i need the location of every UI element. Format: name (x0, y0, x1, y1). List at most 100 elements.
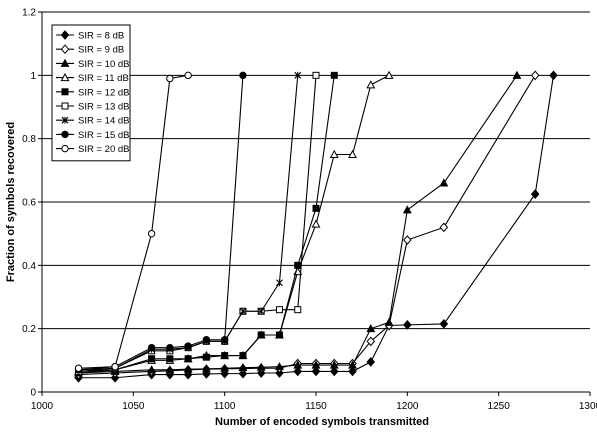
y-tick-label-4: 0.8 (22, 134, 36, 145)
data-point-s8-3 (166, 74, 174, 83)
data-point-s2-6 (220, 363, 230, 372)
data-point-s0-18 (530, 189, 540, 199)
data-point-s2-12 (329, 360, 339, 369)
data-point-s3-13 (348, 149, 357, 158)
data-point-s2-9 (275, 362, 284, 371)
y-axis-title: Fraction of symbols recovered (5, 122, 17, 282)
legend-item-8: SIR = 20 dB (56, 144, 130, 155)
legend-marker-3 (60, 72, 70, 82)
data-point-s0-10 (293, 366, 302, 377)
x-tick-label-0: 1000 (31, 401, 54, 412)
data-point-s6-10 (294, 71, 302, 79)
y-tick-label-5: 1 (30, 71, 36, 82)
x-tick-label-4: 1200 (396, 401, 419, 412)
legend-item-2: SIR = 10 dB (56, 58, 130, 70)
data-point-s1-14 (366, 336, 376, 347)
data-point-s2-10 (293, 360, 303, 369)
data-point-s4-11 (312, 204, 320, 212)
data-point-s2-15 (384, 317, 394, 326)
x-tick-label-2: 1100 (214, 401, 236, 412)
y-tick-label-3: 0.6 (22, 198, 36, 209)
legend-marker-8 (61, 144, 69, 153)
data-point-s1-18 (530, 70, 540, 81)
legend-marker-2 (60, 58, 70, 67)
data-point-s2-5 (201, 364, 211, 373)
legend-label-4: SIR = 12 dB (78, 87, 130, 98)
series-1 (74, 70, 540, 380)
data-point-s7-7 (239, 71, 247, 80)
data-point-s6-7 (239, 307, 247, 315)
data-point-s3-14 (366, 80, 376, 89)
legend-label-3: SIR = 11 dB (78, 73, 129, 84)
x-tick-label-1: 1050 (122, 401, 145, 412)
data-point-s5-11 (312, 71, 320, 79)
data-point-s6-9 (276, 279, 283, 287)
data-point-s4-6 (221, 352, 229, 360)
legend-item-0: SIR = 8 dB (56, 30, 124, 42)
y-tick-label-2: 0.4 (22, 261, 36, 272)
data-point-s3-11 (311, 219, 321, 228)
legend-label-8: SIR = 20 dB (78, 144, 130, 155)
data-point-s3-12 (329, 149, 339, 158)
data-point-s5-9 (275, 306, 283, 314)
data-point-s4-7 (239, 352, 247, 360)
data-point-s1-16 (403, 235, 412, 245)
data-point-s5-10 (294, 306, 302, 314)
data-point-s2-13 (348, 360, 357, 369)
y-tick-label-0: 0 (30, 388, 36, 399)
legend-marker-7 (61, 130, 69, 139)
data-point-s8-4 (184, 71, 192, 80)
legend-label-0: SIR = 8 dB (78, 31, 124, 42)
series-8 (74, 71, 192, 372)
data-point-s0-19 (549, 70, 558, 81)
data-point-s8-0 (74, 364, 83, 372)
data-point-s2-17 (439, 178, 449, 187)
legend-marker-0 (60, 30, 70, 40)
data-point-s0-7 (238, 368, 248, 379)
legend-label-6: SIR = 14 dB (78, 116, 130, 127)
legend-item-1: SIR = 9 dB (56, 44, 124, 56)
data-point-s6-8 (257, 307, 265, 315)
legend-marker-6 (61, 116, 69, 124)
y-tick-label-1: 0.2 (22, 324, 36, 335)
data-point-s7-6 (220, 336, 229, 344)
data-point-s4-12 (330, 71, 338, 79)
legend-label-1: SIR = 9 dB (78, 45, 124, 56)
data-point-s0-12 (330, 366, 339, 377)
data-point-s0-16 (403, 320, 412, 330)
x-axis-title: Number of encoded symbols transmitted (215, 416, 429, 428)
y-tick-label-6: 1.2 (22, 8, 36, 19)
series-2 (74, 70, 522, 377)
data-point-s2-4 (183, 364, 193, 373)
x-tick-label-3: 1150 (305, 401, 327, 412)
series-line-1 (78, 75, 536, 376)
data-point-s3-15 (384, 70, 394, 79)
data-point-s4-5 (202, 353, 210, 361)
legend-item-7: SIR = 15 dB (56, 130, 130, 141)
data-point-s0-14 (366, 357, 376, 367)
legend: SIR = 8 dB SIR = 9 dB SIR = 10 dB SIR = 11 … (51, 24, 131, 162)
legend-marker-5 (61, 102, 69, 110)
data-point-s4-8 (257, 331, 265, 339)
data-point-s1-17 (439, 222, 449, 233)
x-tick-label-5: 1250 (488, 401, 511, 412)
legend-marker-1 (60, 44, 70, 55)
data-point-s7-4 (184, 342, 192, 350)
data-point-s7-2 (147, 343, 156, 352)
data-point-s8-2 (147, 229, 156, 238)
data-point-s7-3 (166, 343, 174, 352)
legend-label-2: SIR = 10 dB (78, 59, 130, 70)
data-point-s7-5 (202, 336, 211, 344)
data-point-s2-18 (512, 70, 522, 79)
data-point-s8-1 (111, 362, 119, 371)
data-point-s0-11 (311, 366, 321, 377)
series-layer (74, 70, 558, 383)
data-point-s0-13 (348, 366, 357, 377)
data-point-s2-7 (238, 362, 248, 372)
legend-item-5: SIR = 13 dB (56, 102, 130, 113)
data-point-s2-2 (147, 365, 157, 374)
data-point-s2-3 (165, 365, 175, 374)
